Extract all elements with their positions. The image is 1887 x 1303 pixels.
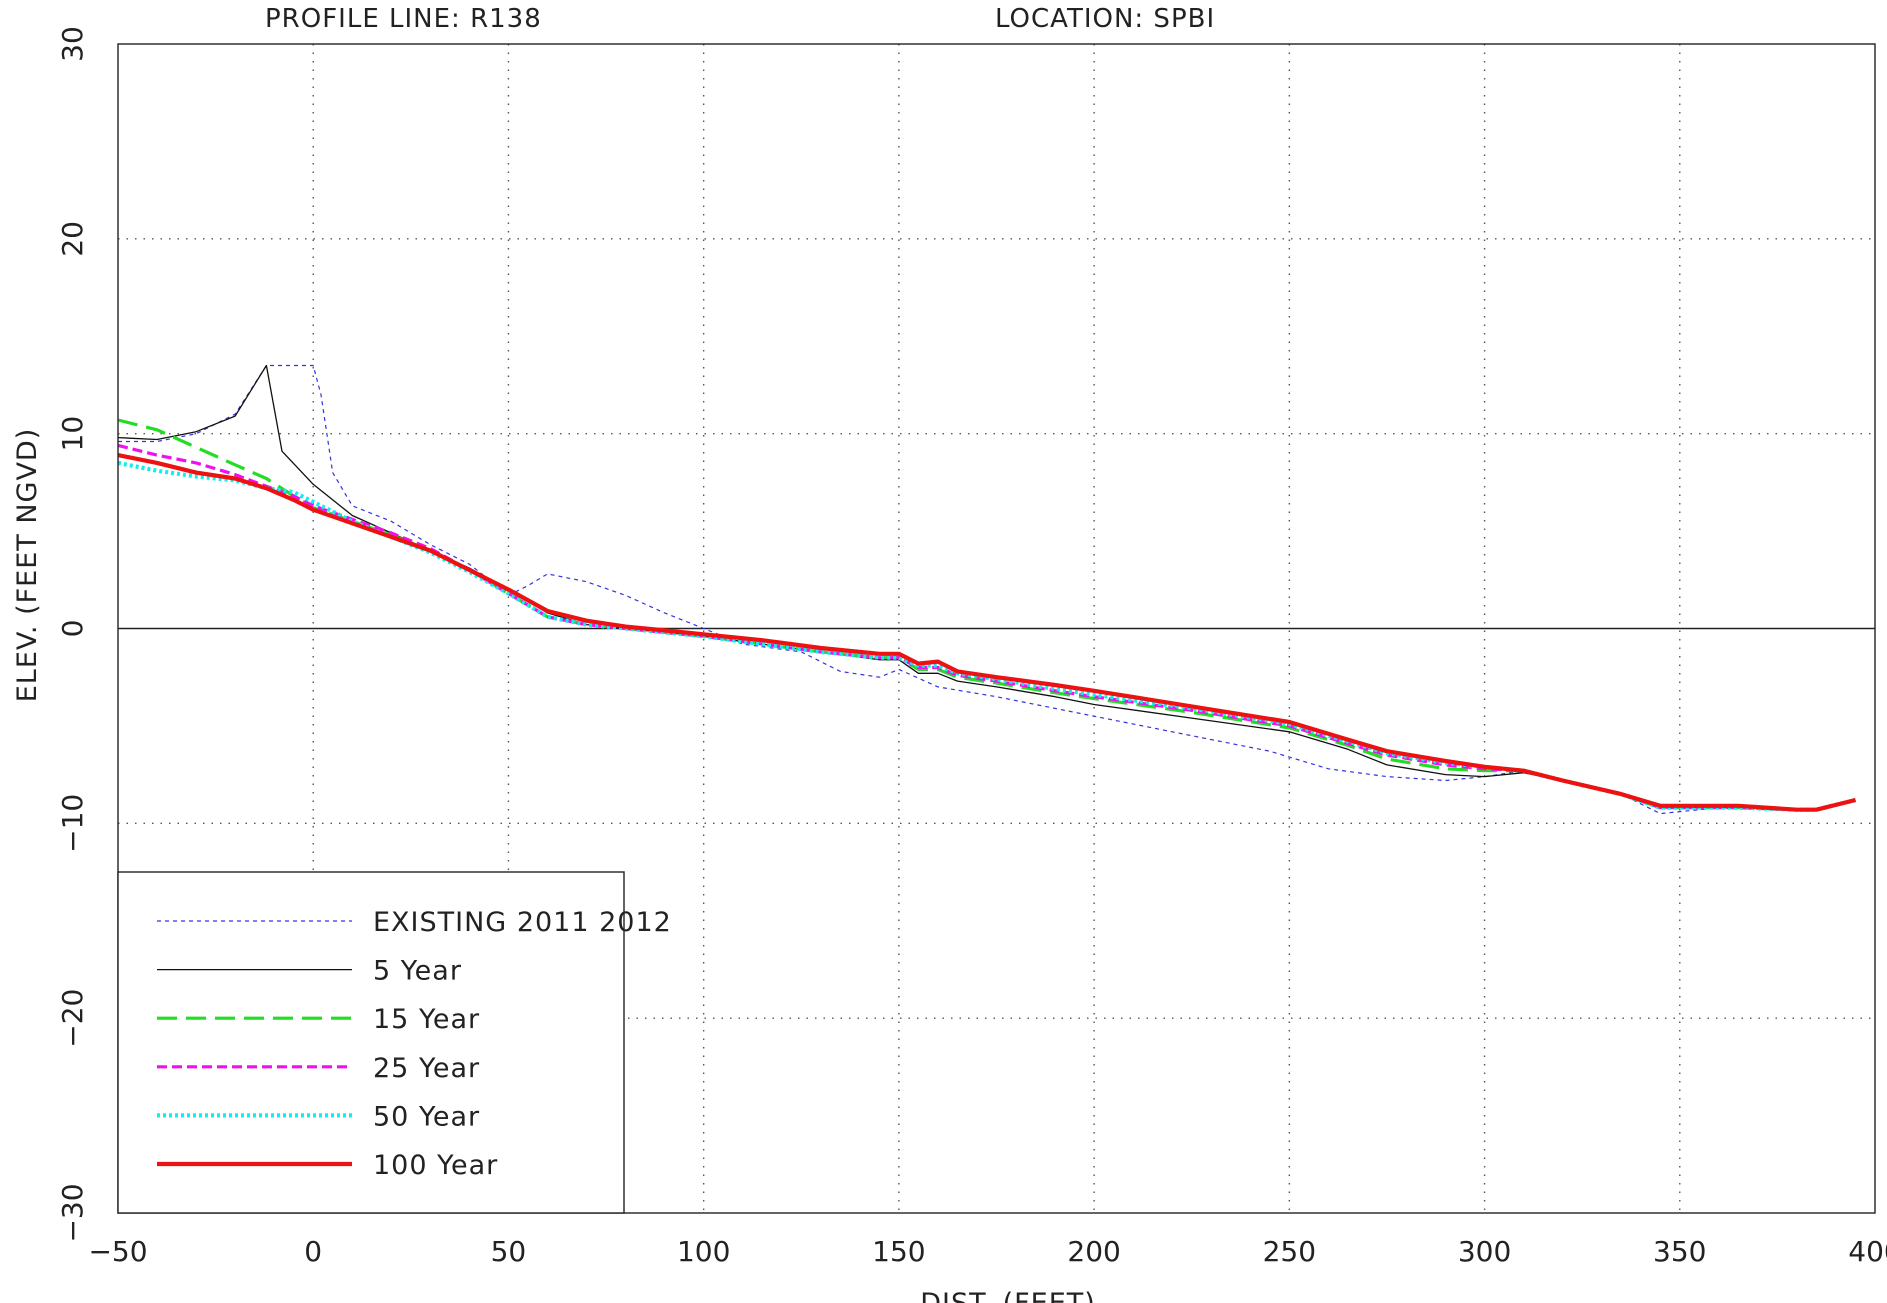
legend: EXISTING 2011 2012 5 Year 15 Year 25 Year 50… <box>117 871 672 1214</box>
y-axis-label: ELEV. (FEET NGVD) <box>12 428 43 703</box>
location-label: LOCATION: SPBI <box>995 4 1215 34</box>
x-axis-label: DIST. (FEET) <box>920 1288 1096 1303</box>
plot-frame <box>117 43 1876 1214</box>
y-tick-label: 0 <box>56 620 89 638</box>
legend-label: 15 Year <box>373 1004 480 1035</box>
x-tick-label: 200 <box>1067 1235 1120 1268</box>
x-tick-label: 150 <box>872 1235 925 1268</box>
x-tick-label: 0 <box>304 1235 322 1268</box>
legend-label: EXISTING 2011 2012 <box>373 907 672 938</box>
series-line-25-year <box>117 443 1856 812</box>
x-tick-label: 350 <box>1653 1235 1706 1268</box>
y-tick-label: 20 <box>56 221 89 257</box>
x-tick-label: 300 <box>1458 1235 1511 1268</box>
y-tick-labels: −30 −20 −10 0 10 20 30 <box>56 26 89 1242</box>
x-tick-label: 50 <box>491 1235 527 1268</box>
legend-label: 100 Year <box>373 1150 498 1181</box>
x-tick-label: −50 <box>88 1235 147 1268</box>
legend-label: 5 Year <box>373 956 462 987</box>
y-tick-label: −20 <box>56 989 89 1048</box>
series-line-15-year <box>117 418 1856 812</box>
profile-line-label: PROFILE LINE: R138 <box>265 4 542 34</box>
y-tick-label: 30 <box>56 26 89 62</box>
series-line-existing-2011-2012 <box>118 364 1856 815</box>
series-line-100-year <box>117 453 1857 812</box>
legend-label: 25 Year <box>373 1053 480 1084</box>
x-tick-label: 250 <box>1263 1235 1316 1268</box>
y-tick-label: 10 <box>56 416 89 452</box>
x-tick-label: 400 <box>1848 1235 1887 1268</box>
series-layer <box>117 364 1857 815</box>
legend-label: 50 Year <box>373 1101 480 1132</box>
x-tick-label: 100 <box>677 1235 730 1268</box>
series-line-5-year <box>117 364 1856 811</box>
y-tick-label: −10 <box>56 794 89 853</box>
y-tick-label: −30 <box>56 1183 89 1242</box>
legend-box <box>117 871 625 1214</box>
x-tick-labels: −50 0 50 100 150 200 250 300 350 400 <box>88 1235 1887 1268</box>
series-line-50-year <box>117 460 1857 812</box>
